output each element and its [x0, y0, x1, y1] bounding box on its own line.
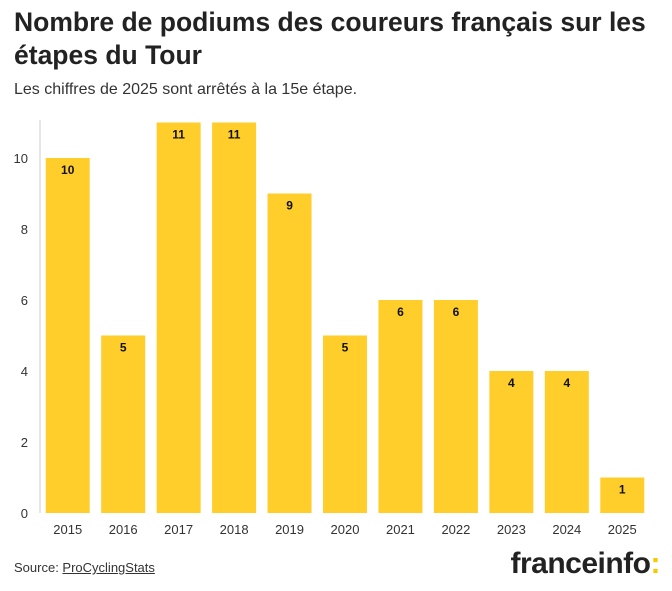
- bar-value-label: 5: [342, 341, 349, 355]
- y-tick-label: 0: [21, 506, 28, 521]
- bar-value-label: 4: [563, 376, 570, 390]
- logo-colon: :: [650, 547, 661, 580]
- x-tick-label: 2020: [331, 522, 360, 537]
- x-tick-label: 2023: [497, 522, 526, 537]
- chart-subtitle: Les chiffres de 2025 sont arrêtés à la 1…: [14, 81, 358, 98]
- x-tick-label: 2025: [608, 522, 637, 537]
- bar-value-label: 6: [397, 305, 404, 319]
- bar: [544, 371, 589, 513]
- x-tick-label: 2018: [220, 522, 249, 537]
- bar: [489, 371, 534, 513]
- y-tick-label: 2: [21, 435, 28, 450]
- bar-chart: 0 2 4 6 8 10 10 2015 5 2016 11 2017 11 2018 9 2019 5 2020…: [14, 120, 645, 537]
- bar: [433, 300, 478, 513]
- bar-value-label: 10: [61, 163, 75, 177]
- chart-title: Nombre de podiums des coureurs français …: [14, 7, 646, 70]
- bar-value-label: 9: [286, 199, 293, 213]
- bar-value-label: 11: [172, 128, 185, 142]
- bar: [600, 477, 645, 513]
- y-tick-label: 10: [14, 151, 28, 166]
- x-tick-label: 2022: [441, 522, 470, 537]
- x-tick-label: 2016: [109, 522, 138, 537]
- bar-value-label: 6: [453, 305, 460, 319]
- franceinfo-logo: franceinfo:: [510, 546, 660, 582]
- bar-value-label: 11: [228, 128, 241, 142]
- bar: [45, 158, 90, 513]
- bar-value-label: 4: [508, 376, 515, 390]
- bar: [212, 122, 257, 513]
- y-tick-label: 4: [21, 364, 28, 379]
- x-tick-label: 2021: [386, 522, 415, 537]
- x-tick-label: 2024: [552, 522, 581, 537]
- bar: [323, 335, 367, 513]
- source-prefix: Source:: [14, 560, 63, 575]
- x-tick-label: 2019: [275, 522, 304, 537]
- x-tick-label: 2017: [164, 522, 193, 537]
- bar: [156, 122, 201, 513]
- y-tick-label: 6: [21, 293, 28, 308]
- source-link[interactable]: ProCyclingStats: [62, 560, 155, 575]
- bar: [101, 335, 146, 513]
- bar: [378, 300, 423, 513]
- logo-text: franceinfo: [510, 547, 651, 580]
- x-tick-label: 2015: [53, 522, 82, 537]
- bar: [267, 193, 312, 513]
- y-tick-label: 8: [21, 222, 28, 237]
- source-note: Source: ProCyclingStats: [14, 560, 155, 576]
- bar-value-label: 1: [619, 483, 626, 497]
- bar-value-label: 5: [120, 341, 127, 355]
